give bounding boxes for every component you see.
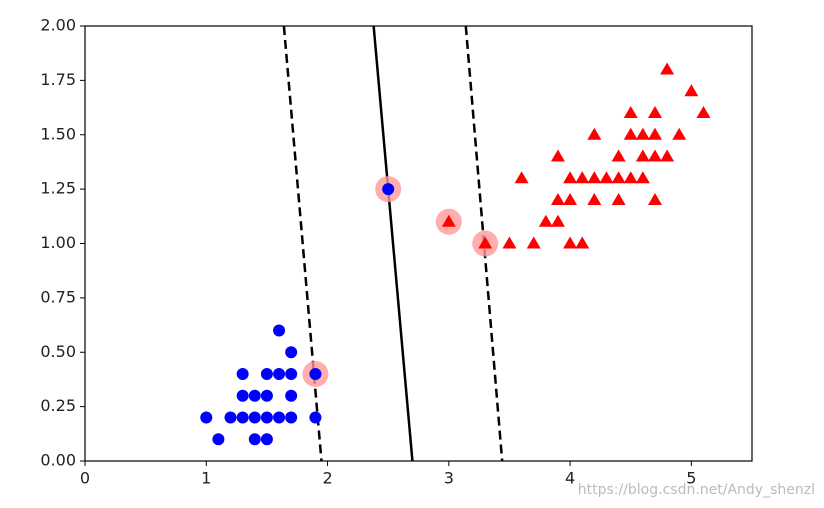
point xyxy=(285,368,298,380)
y-tick-label: 0.75 xyxy=(40,287,76,306)
point xyxy=(526,236,541,249)
point xyxy=(478,236,493,249)
x-tick-label: 0 xyxy=(80,469,90,488)
point xyxy=(550,193,565,205)
y-tick-label: 1.25 xyxy=(40,179,76,198)
watermark: https://blog.csdn.net/Andy_shenzl xyxy=(578,482,815,498)
point xyxy=(623,106,638,118)
point xyxy=(212,433,225,446)
point xyxy=(599,171,614,184)
point xyxy=(623,171,638,184)
point xyxy=(635,149,650,162)
point xyxy=(672,127,687,140)
x-tick-label: 1 xyxy=(201,469,211,488)
y-tick-label: 2.00 xyxy=(40,16,76,35)
point xyxy=(563,236,578,249)
point xyxy=(635,171,650,184)
point xyxy=(563,193,578,205)
x-tick-label: 5 xyxy=(686,469,696,488)
point xyxy=(285,411,298,424)
point xyxy=(647,149,662,162)
point xyxy=(502,236,517,249)
point xyxy=(273,324,286,337)
point xyxy=(623,127,638,140)
point xyxy=(260,389,273,402)
y-tick-label: 1.50 xyxy=(40,124,76,143)
point xyxy=(248,389,261,402)
point xyxy=(248,411,261,424)
plot-frame xyxy=(84,25,753,462)
point xyxy=(587,127,602,140)
point xyxy=(309,368,322,380)
point xyxy=(273,368,286,380)
point xyxy=(550,149,565,162)
point xyxy=(684,84,699,97)
point xyxy=(260,368,273,380)
point xyxy=(647,193,662,205)
x-tick-label: 4 xyxy=(565,469,575,488)
point xyxy=(587,171,602,184)
point xyxy=(660,62,675,75)
point xyxy=(382,183,395,196)
point xyxy=(285,346,298,359)
point xyxy=(611,149,626,162)
boundary-line xyxy=(372,25,414,462)
y-tick-label: 0.25 xyxy=(40,396,76,415)
point xyxy=(538,214,553,227)
point xyxy=(236,389,249,402)
point xyxy=(587,193,602,205)
point xyxy=(224,411,237,424)
boundary-line xyxy=(282,25,323,462)
point xyxy=(611,193,626,205)
point xyxy=(236,411,249,424)
point xyxy=(260,411,273,424)
y-tick-label: 1.00 xyxy=(40,233,76,252)
point xyxy=(611,171,626,184)
point xyxy=(309,411,322,424)
point xyxy=(200,411,213,424)
point xyxy=(260,433,273,446)
x-tick-label: 2 xyxy=(322,469,332,488)
point xyxy=(635,127,650,140)
point xyxy=(575,236,590,249)
point xyxy=(563,171,578,184)
point xyxy=(285,389,298,402)
point xyxy=(441,214,456,227)
point xyxy=(647,127,662,140)
point xyxy=(236,368,249,380)
y-tick-label: 1.75 xyxy=(40,70,76,89)
point xyxy=(647,106,662,118)
point xyxy=(514,171,529,184)
point xyxy=(696,106,711,118)
point xyxy=(273,411,286,424)
point xyxy=(248,433,261,446)
y-tick-label: 0.50 xyxy=(40,342,76,361)
y-tick-label: 0.00 xyxy=(40,451,76,470)
point xyxy=(575,171,590,184)
x-tick-label: 3 xyxy=(444,469,454,488)
point xyxy=(550,214,565,227)
point xyxy=(660,149,675,162)
